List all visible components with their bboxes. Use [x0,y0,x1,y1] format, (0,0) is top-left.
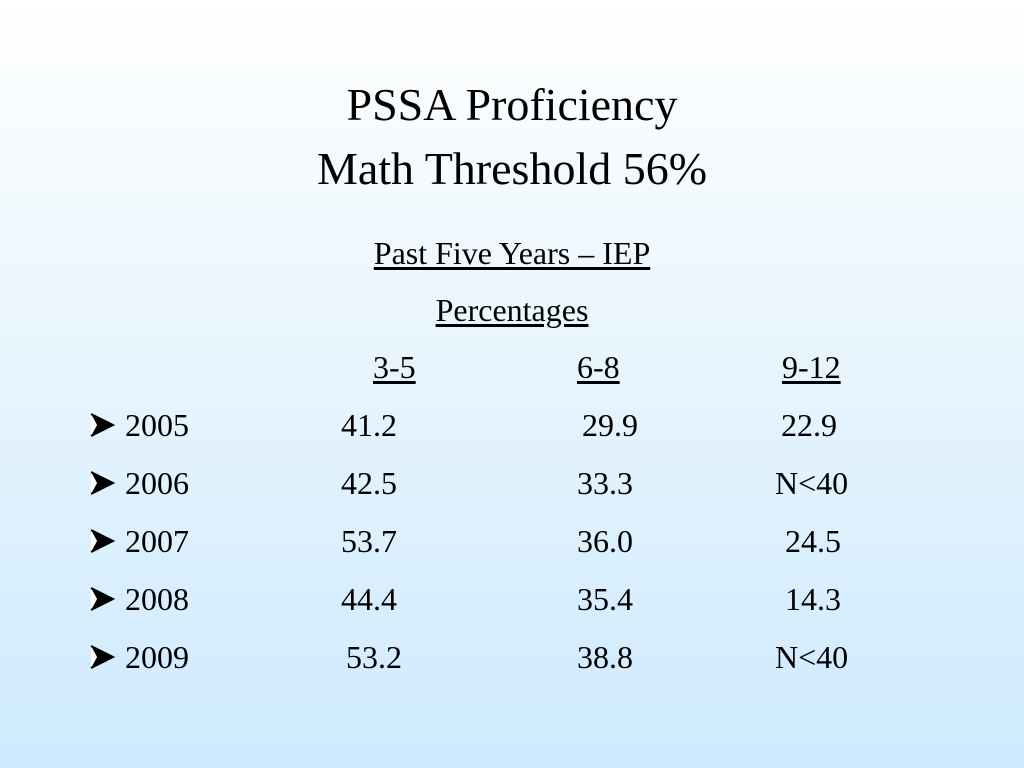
row-value-9-12: 22.9 [781,407,837,443]
table-row-2007: 2007 53.7 36.0 24.5 [0,522,1024,562]
row-value-3-5: 41.2 [341,407,397,443]
column-header-9-12: 9-12 [782,349,841,385]
row-year: 2005 [125,407,189,443]
slide-title-line-1: PSSA Proficiency [346,79,678,130]
row-value-3-5: 53.7 [341,523,397,559]
row-value-9-12: N<40 [775,465,849,501]
row-value-6-8: 33.3 [577,465,633,501]
table-row-2008: 2008 44.4 35.4 14.3 [0,580,1024,620]
row-value-6-8: 35.4 [577,581,633,617]
arrowhead-bullet-icon [90,471,115,495]
row-value-3-5: 44.4 [341,581,397,617]
row-value-3-5: 53.2 [346,639,402,675]
arrowhead-bullet-icon [90,529,115,553]
row-value-6-8: 36.0 [577,523,633,559]
arrowhead-bullet-icon [90,587,115,611]
subtitle: Past Five Years – IEP [373,235,651,271]
arrowhead-bullet-icon [90,645,115,669]
table-row-2009: 2009 53.2 38.8 N<40 [0,638,1024,678]
subtitle-percentages: Percentages [435,292,589,328]
row-year: 2006 [125,465,189,501]
row-year: 2009 [125,639,189,675]
column-header-3-5: 3-5 [373,349,416,385]
arrowhead-bullet-icon [90,413,115,437]
row-value-6-8: 38.8 [577,639,633,675]
row-value-9-12: 14.3 [785,581,841,617]
table-row-2006: 2006 42.5 33.3 N<40 [0,464,1024,504]
row-value-6-8: 29.9 [582,407,638,443]
slide-title-line-2: Math Threshold 56% [316,143,708,194]
row-value-9-12: 24.5 [785,523,841,559]
row-year: 2007 [125,523,189,559]
table-row-2005: 2005 41.2 29.9 22.9 [0,406,1024,446]
row-value-3-5: 42.5 [341,465,397,501]
row-year: 2008 [125,581,189,617]
row-value-9-12: N<40 [775,639,849,675]
column-header-6-8: 6-8 [577,349,620,385]
